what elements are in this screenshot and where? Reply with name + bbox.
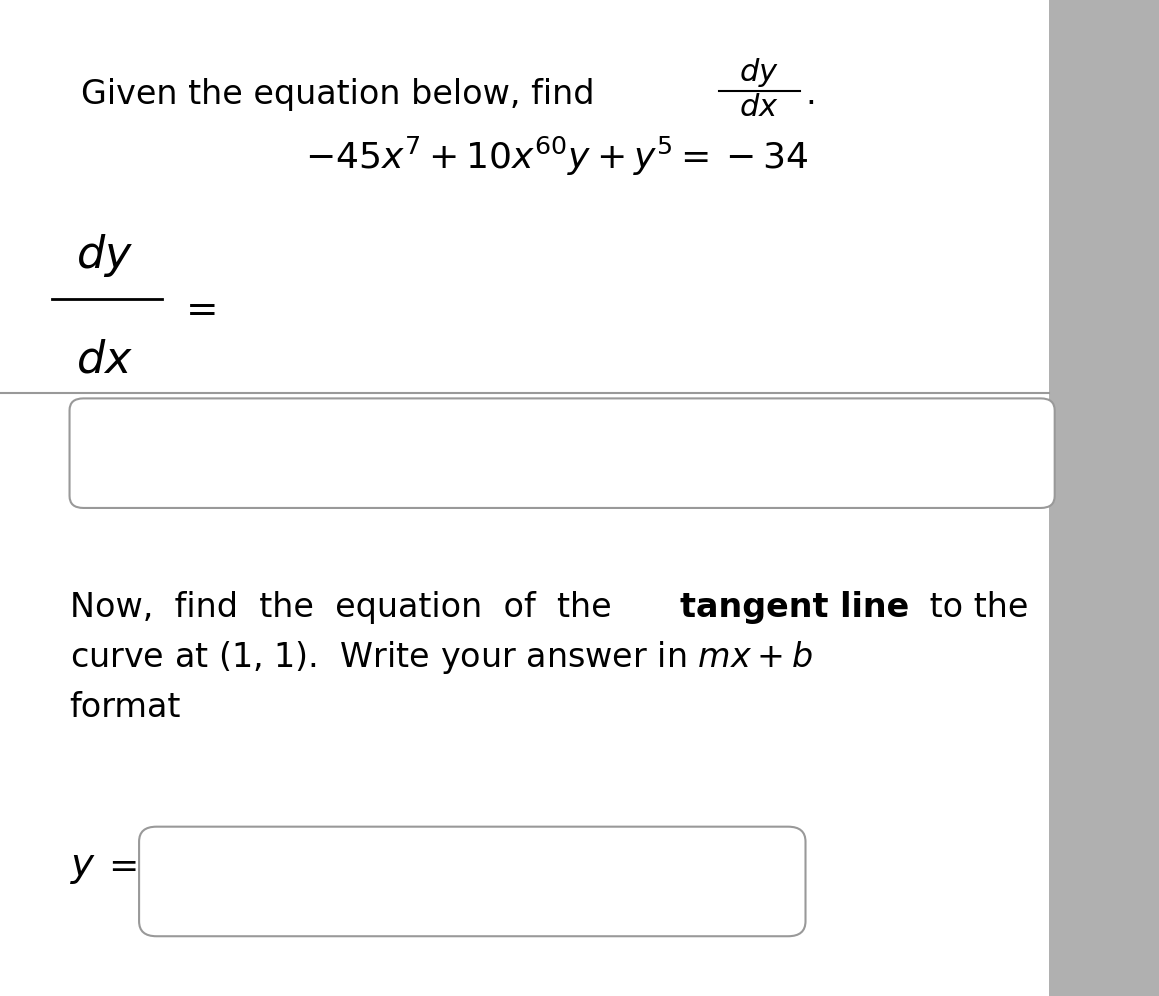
Text: $dx$: $dx$ xyxy=(739,93,779,123)
Bar xyxy=(1049,0,1159,996)
Text: Now,  find  the  equation  of  the: Now, find the equation of the xyxy=(70,591,633,624)
Text: tangent line: tangent line xyxy=(680,591,910,624)
Text: $y$: $y$ xyxy=(70,848,96,885)
FancyBboxPatch shape xyxy=(139,827,806,936)
Text: format: format xyxy=(70,690,181,724)
Text: .: . xyxy=(806,78,816,112)
Text: Given the equation below, find: Given the equation below, find xyxy=(81,78,595,112)
Text: $dy$: $dy$ xyxy=(739,56,779,90)
Text: =: = xyxy=(108,850,138,883)
FancyBboxPatch shape xyxy=(70,398,1055,508)
Text: =: = xyxy=(185,292,218,330)
Text: curve at (1, 1).  Write your answer in $mx + b$: curve at (1, 1). Write your answer in $m… xyxy=(70,638,812,676)
Text: $dy$: $dy$ xyxy=(75,232,133,279)
Text: $dx$: $dx$ xyxy=(75,339,133,381)
Text: to the: to the xyxy=(919,591,1028,624)
Text: $-45x^7 + 10x^{60}y + y^5 = -34$: $-45x^7 + 10x^{60}y + y^5 = -34$ xyxy=(305,134,808,178)
